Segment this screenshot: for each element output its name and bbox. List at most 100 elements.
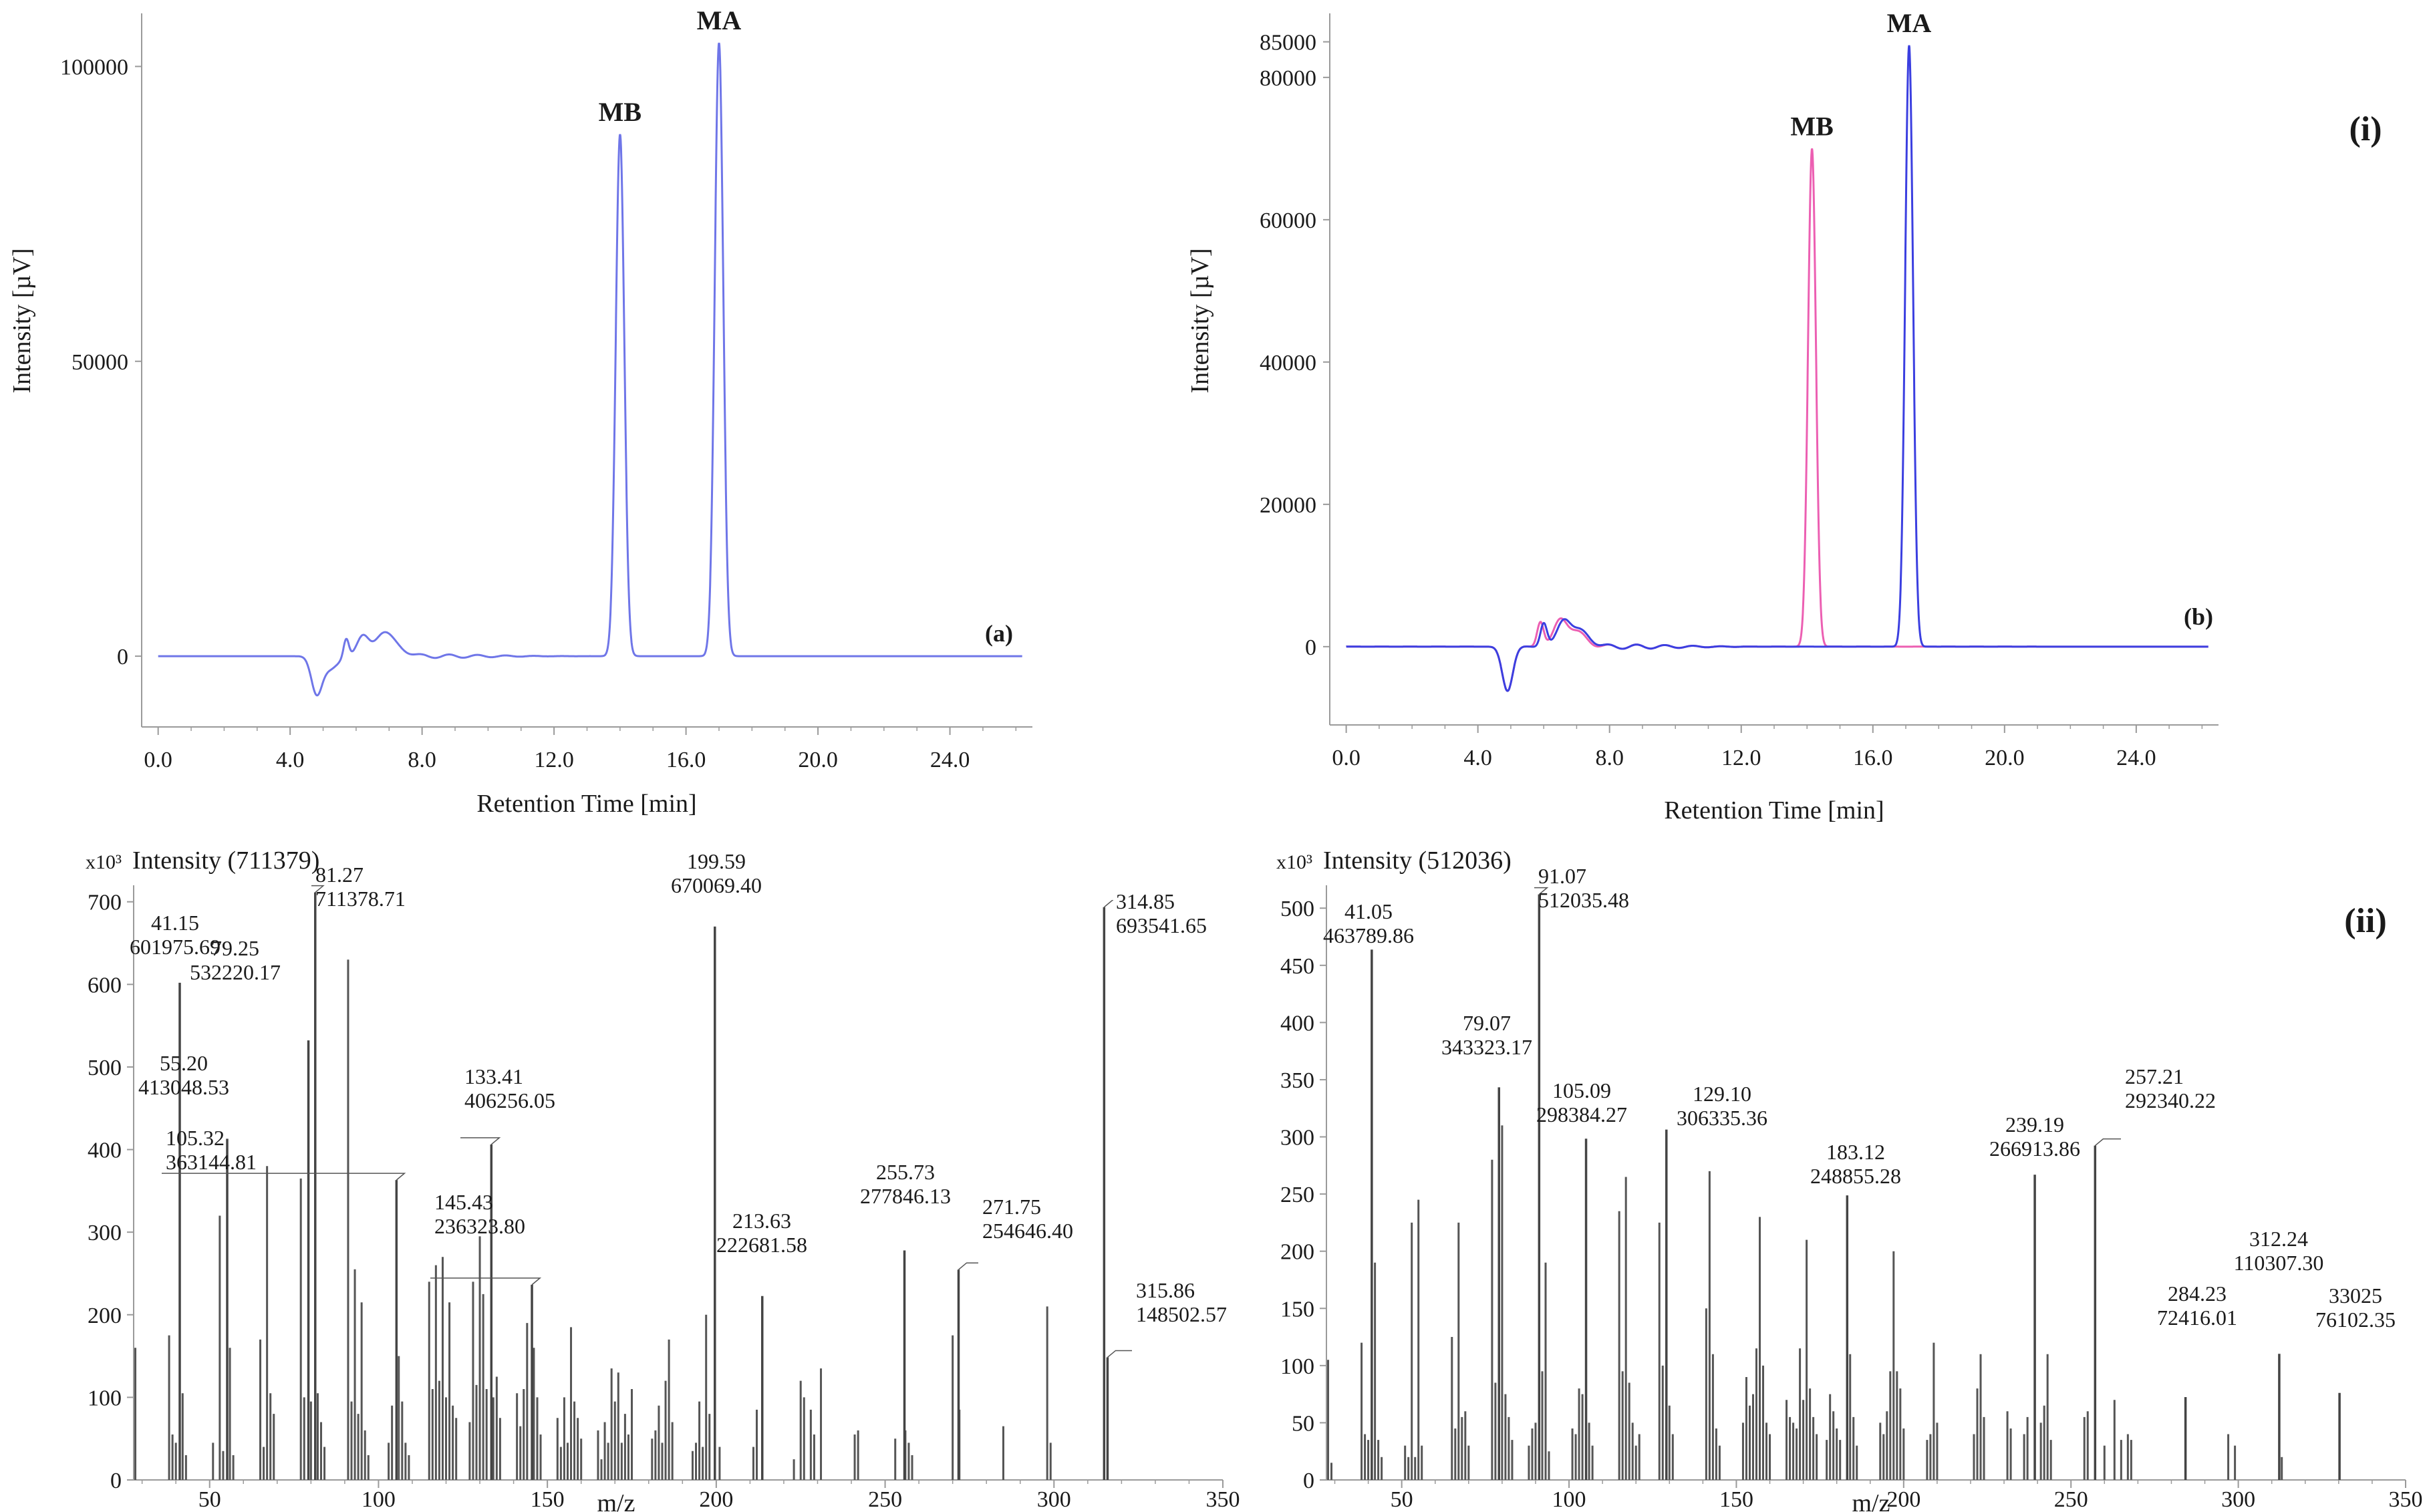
x-tick-label: 350 xyxy=(1206,1487,1240,1512)
label-leader xyxy=(311,885,325,893)
y-tick-label: 700 xyxy=(88,891,122,915)
peak-mz-label: 145.43 xyxy=(434,1190,493,1214)
peak-mz-label: 79.25 xyxy=(211,936,259,960)
x-tick-label: 16.0 xyxy=(666,748,706,772)
peak-label-ma: MA xyxy=(1887,8,1932,38)
peak-intensity-label: 266913.86 xyxy=(1989,1137,2080,1161)
y-tick-label: 0 xyxy=(110,1469,122,1493)
peak-intensity-label: 601975.69 xyxy=(130,935,221,959)
y-tick-label: 60000 xyxy=(1260,208,1316,233)
x-axis-title: Retention Time [min] xyxy=(1664,796,1884,824)
peak-intensity-label: 413048.53 xyxy=(138,1075,229,1099)
y-tick-label: 100 xyxy=(88,1386,122,1410)
y-tick-label: 600 xyxy=(88,973,122,998)
y-tick-label: 100 xyxy=(1280,1354,1314,1379)
y-tick-label: 500 xyxy=(1280,897,1314,921)
x-tick-label: 350 xyxy=(2389,1487,2423,1512)
axis-ticks: 50 100 150 200 250 300 350 0 50 100 150 200 250 300 35… xyxy=(1280,897,2423,1512)
y-tick-label: 0 xyxy=(1305,635,1316,660)
peak-mz-label: 33025 xyxy=(2329,1283,2382,1308)
peak-mz-label: 314.85 xyxy=(1116,889,1175,913)
axis-ticks: 0.0 4.0 8.0 12.0 16.0 20.0 24.0 0 50000 100000 xyxy=(60,55,1017,772)
peak-mz-label: 284.23 xyxy=(2168,1281,2227,1306)
x-tick-label: 4.0 xyxy=(276,748,305,772)
series-line-standards xyxy=(158,42,1022,697)
peak-intensity-label: 532220.17 xyxy=(190,960,281,984)
x-tick-label: 24.0 xyxy=(2116,746,2156,770)
panel-tag-a: (a) xyxy=(985,620,1013,647)
x-tick-label: 20.0 xyxy=(1985,746,2025,770)
label-leader xyxy=(430,1277,542,1286)
x-tick-label: 12.0 xyxy=(534,748,574,772)
peak-intensity-label: 76102.35 xyxy=(2315,1308,2396,1332)
mass-spectrum-left: x10³ Intensity (711379) 50 100 150 200 250 30… xyxy=(86,847,1240,1512)
peak-intensity-label: 298384.27 xyxy=(1536,1102,1627,1126)
chromatogram-traces xyxy=(1346,45,2208,692)
x-tick-label: 12.0 xyxy=(1721,746,1761,770)
x-tick-label: 300 xyxy=(2221,1487,2255,1512)
peak-mz-label: 91.07 xyxy=(1538,864,1586,888)
x-tick-label: 8.0 xyxy=(408,748,436,772)
y-tick-label: 85000 xyxy=(1260,31,1316,55)
x-tick-label: 20.0 xyxy=(798,748,838,772)
x-tick-label: 0.0 xyxy=(144,748,172,772)
x-tick-label: 50 xyxy=(1391,1487,1413,1512)
label-leader xyxy=(2094,1138,2121,1147)
y-tick-label: 500 xyxy=(88,1056,122,1080)
y-tick-label: 20000 xyxy=(1260,493,1316,518)
peak-intensity-label: 110307.30 xyxy=(2234,1251,2324,1275)
x-tick-label: 200 xyxy=(699,1487,733,1512)
y-multiplier: x10³ xyxy=(86,851,122,873)
chromatogram-a: 0.0 4.0 8.0 12.0 16.0 20.0 24.0 0 50000 100000 MB… xyxy=(8,5,1032,818)
spectrum-title: Intensity (512036) xyxy=(1323,847,1512,875)
label-leader xyxy=(958,1262,978,1270)
peak-intensity-label: 254646.40 xyxy=(982,1219,1073,1243)
label-leader xyxy=(1534,887,1549,895)
x-tick-label: 150 xyxy=(531,1487,565,1512)
x-tick-label: 16.0 xyxy=(1853,746,1893,770)
y-tick-label: 50 xyxy=(1292,1411,1314,1436)
x-axis-title: m/z xyxy=(597,1489,635,1512)
peak-intensity-label: 711378.71 xyxy=(315,887,406,911)
peak-label-mb: MB xyxy=(1790,111,1833,141)
peak-mz-label: 213.63 xyxy=(732,1209,791,1233)
y-tick-label: 200 xyxy=(1280,1240,1314,1265)
peak-intensity-label: 148502.57 xyxy=(1136,1302,1227,1326)
x-tick-label: 250 xyxy=(2054,1487,2088,1512)
x-tick-label: 300 xyxy=(1037,1487,1071,1512)
peak-intensity-label: 406256.05 xyxy=(464,1088,555,1112)
y-tick-label: 40000 xyxy=(1260,351,1316,375)
y-tick-label: 400 xyxy=(88,1139,122,1163)
peak-intensity-label: 363144.81 xyxy=(166,1150,257,1174)
chromatogram-b: 0.0 4.0 8.0 12.0 16.0 20.0 24.0 0 20000 40000 6000… xyxy=(1186,8,2219,824)
peak-mz-label: 255.73 xyxy=(876,1160,935,1184)
peak-mz-label: 41.05 xyxy=(1344,899,1393,923)
y-tick-label: 400 xyxy=(1280,1011,1314,1036)
peak-mz-label: 239.19 xyxy=(2005,1112,2064,1137)
x-tick-label: 50 xyxy=(198,1487,221,1512)
peak-mz-label: 183.12 xyxy=(1826,1140,1885,1164)
y-multiplier: x10³ xyxy=(1276,851,1312,873)
peak-intensity-label: 248855.28 xyxy=(1810,1164,1901,1188)
peak-mz-label: 312.24 xyxy=(2249,1227,2308,1251)
y-tick-label: 50000 xyxy=(72,350,128,375)
y-tick-label: 150 xyxy=(1280,1297,1314,1322)
x-tick-label: 100 xyxy=(362,1487,396,1512)
peak-label-mb: MB xyxy=(599,97,641,127)
spectrum-title: Intensity (711379) xyxy=(132,847,319,875)
minor-peak-bars xyxy=(1327,1125,2283,1480)
peak-intensity-label: 670069.40 xyxy=(671,873,762,897)
y-tick-label: 300 xyxy=(88,1221,122,1245)
peak-intensity-label: 222681.58 xyxy=(716,1233,807,1257)
label-leader xyxy=(1107,1350,1132,1358)
label-leader xyxy=(1103,899,1114,908)
peak-mz-label: 199.59 xyxy=(687,849,746,873)
peak-intensity-label: 306335.36 xyxy=(1677,1106,1767,1130)
peak-intensity-label: 72416.01 xyxy=(2157,1306,2237,1330)
label-leader xyxy=(162,1173,406,1181)
peak-mz-label: 41.15 xyxy=(151,911,199,935)
peak-intensity-label: 277846.13 xyxy=(860,1184,951,1208)
y-tick-label: 250 xyxy=(1280,1183,1314,1207)
x-tick-label: 250 xyxy=(868,1487,902,1512)
